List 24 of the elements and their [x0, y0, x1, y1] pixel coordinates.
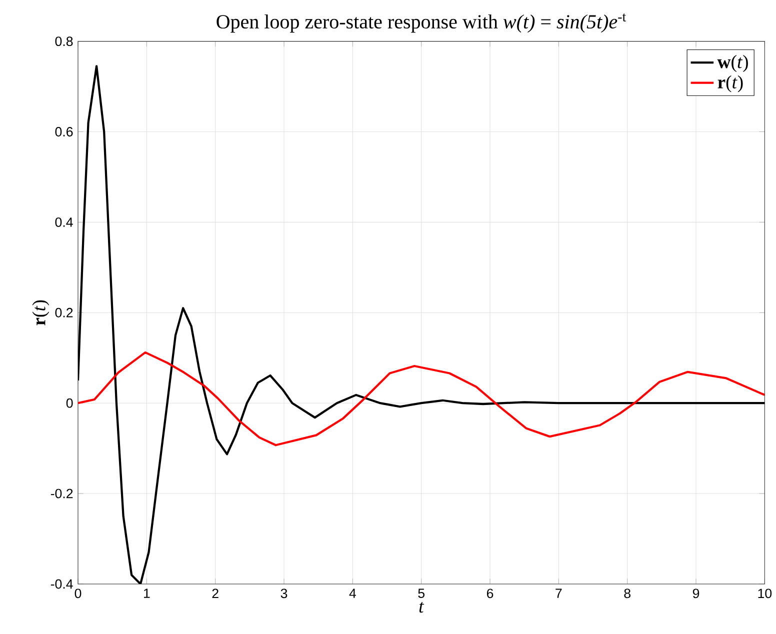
- y-tick-label: 0: [66, 398, 73, 408]
- y-tick-label: 0.6: [55, 127, 73, 136]
- y-tick-label: -0.4: [50, 579, 73, 589]
- x-tick-label: 0: [74, 588, 82, 598]
- legend-label: w(t): [717, 55, 748, 72]
- x-tick-label: 3: [280, 588, 288, 598]
- x-tick-label: 4: [349, 588, 356, 598]
- x-tick-label: 1: [144, 588, 150, 598]
- x-tick-label: 8: [624, 588, 630, 598]
- x-tick-label: 5: [418, 588, 424, 598]
- x-tick-label: 10: [758, 588, 772, 598]
- y-tick-label: -0.2: [50, 488, 73, 498]
- y-tick-label: 0.2: [55, 308, 73, 318]
- chart-title: Open loop zero-state response with w(t) = sin(5t)e$^{-t}$: [216, 13, 626, 33]
- y-tick-label: 0.8: [55, 36, 73, 46]
- line-series: [78, 351, 765, 446]
- x-axis-title: t: [419, 602, 424, 613]
- x-tick-label: 2: [212, 588, 218, 598]
- legend-label: r(t): [718, 75, 743, 92]
- y-axis-title: r(t): [32, 300, 50, 326]
- x-tick-label: 9: [692, 588, 700, 598]
- x-tick-label: 6: [486, 588, 494, 598]
- x-tick-label: 7: [556, 588, 562, 598]
- y-tick-label: 0.4: [55, 217, 73, 227]
